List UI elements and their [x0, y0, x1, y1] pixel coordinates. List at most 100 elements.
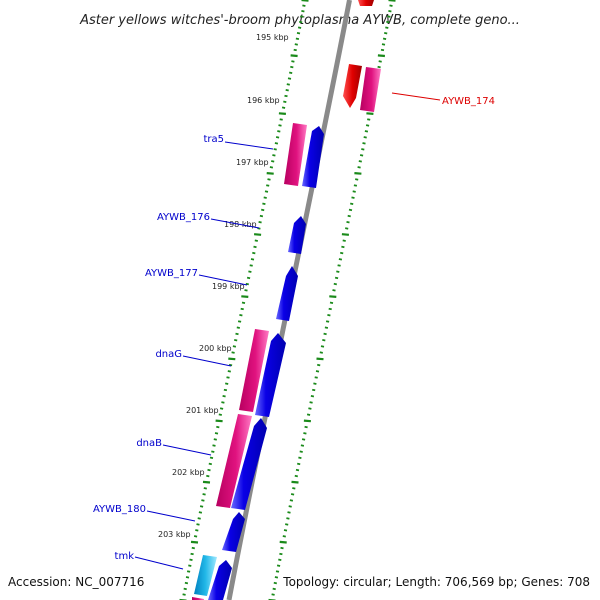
forward-track-tick — [249, 264, 253, 267]
gene-label-aywb-176[interactable]: AYWB_176 — [157, 212, 210, 223]
reverse-track-tick — [286, 517, 290, 520]
forward-track-tick — [295, 37, 300, 40]
forward-track-tick — [190, 552, 194, 556]
gene-dnaG-pink[interactable] — [239, 329, 269, 412]
reverse-track-tick — [306, 413, 311, 416]
reverse-track-tick — [279, 540, 287, 544]
forward-track-tick — [208, 462, 212, 466]
reverse-strand-genes — [343, 0, 381, 112]
forward-track-tick — [246, 276, 251, 280]
gene-label-tra5[interactable]: tra5 — [203, 134, 224, 145]
label-leaders — [134, 92, 441, 570]
forward-track-tick — [285, 89, 289, 92]
reverse-track-tick — [285, 523, 289, 526]
reverse-track-tick — [291, 480, 299, 484]
reverse-track-tick — [340, 251, 344, 255]
reverse-track-tick — [377, 65, 381, 69]
gene-reverse-red-top[interactable] — [358, 0, 374, 6]
reverse-track-tick — [333, 282, 337, 286]
leader-tra5 — [224, 141, 274, 150]
reverse-track-tick — [276, 564, 281, 567]
forward-track-tick — [228, 357, 236, 361]
gene-aywb-180[interactable] — [222, 512, 245, 552]
forward-track-tick — [269, 166, 274, 169]
gene-labels: tra5 AYWB_176 AYWB_177 dnaG dnaB AYWB_18… — [93, 96, 495, 562]
gene-label-dnaG[interactable]: dnaG — [155, 349, 182, 360]
forward-track-tick — [286, 83, 290, 86]
reverse-track-tick — [357, 166, 361, 169]
gene-dnaB-pink[interactable] — [216, 414, 252, 508]
ruler-label-203: 203 kbp — [158, 530, 191, 539]
reverse-track-tick — [275, 570, 280, 573]
gene-label-aywb-174[interactable]: AYWB_174 — [442, 96, 495, 107]
forward-track-tick — [216, 425, 220, 429]
gene-aywb-174-red[interactable] — [343, 64, 362, 108]
reverse-track-tick — [388, 10, 392, 13]
reverse-track-tick — [337, 264, 341, 267]
reverse-track-tick — [323, 332, 327, 336]
forward-track-tick — [198, 511, 203, 514]
ruler-label-201: 201 kbp — [186, 406, 219, 415]
forward-track-tick — [290, 65, 294, 69]
gene-tmk[interactable] — [194, 555, 217, 596]
forward-track-tick — [261, 208, 265, 212]
forward-track-tick — [222, 395, 226, 398]
forward-track-tick — [241, 295, 249, 298]
ruler-label-196: 196 kbp — [247, 96, 280, 105]
gene-aywb-176[interactable] — [288, 216, 306, 254]
reverse-track-tick — [301, 438, 306, 441]
reverse-track-tick — [381, 43, 386, 46]
gene-dnaB-blue[interactable] — [231, 418, 267, 510]
leader-aywb-176 — [210, 218, 260, 229]
ruler-label-195: 195 kbp — [256, 33, 289, 42]
forward-track-tick — [231, 351, 235, 354]
forward-track-tick — [291, 60, 295, 63]
gene-label-dnaB[interactable]: dnaB — [136, 438, 162, 449]
gene-dnaG-blue[interactable] — [255, 333, 286, 417]
gene-tra5-pink[interactable] — [284, 123, 307, 186]
gene-aywb-177[interactable] — [276, 266, 298, 321]
forward-track-tick — [301, 10, 305, 13]
ruler-labels: 195 kbp 196 kbp 197 kbp 198 kbp 199 kbp … — [158, 33, 289, 539]
forward-track-tick — [271, 160, 275, 163]
reverse-track-tick — [353, 184, 358, 187]
reverse-track-tick — [271, 593, 275, 596]
forward-track-tick — [290, 54, 298, 58]
forward-track-tick — [190, 540, 199, 544]
gene-tra5-blue[interactable] — [302, 126, 324, 188]
forward-track-tick — [278, 124, 282, 127]
gene-label-aywb-180[interactable]: AYWB_180 — [93, 504, 146, 515]
forward-track-tick — [302, 4, 306, 7]
forward-track-tick — [277, 130, 281, 133]
forward-track-tick — [212, 444, 216, 447]
map-title: Aster yellows witches'-broom phytoplasma… — [79, 13, 520, 28]
forward-track-tick — [274, 142, 279, 145]
forward-track-tick — [199, 505, 204, 508]
reverse-track-tick — [282, 535, 286, 538]
forward-track-tick — [281, 106, 286, 109]
forward-track-tick — [287, 77, 292, 80]
gene-bottom-pink[interactable] — [192, 597, 204, 600]
gene-after-tmk[interactable] — [208, 560, 232, 600]
reverse-track-tick — [345, 227, 349, 230]
gene-aywb-174-pink[interactable] — [360, 67, 381, 112]
forward-track-tick — [250, 258, 255, 261]
reverse-track-tick — [338, 258, 343, 261]
forward-track-tick — [279, 118, 283, 121]
leader-dnaG — [182, 355, 232, 367]
gene-label-aywb-177[interactable]: AYWB_177 — [145, 268, 198, 279]
reverse-track-tick — [350, 202, 354, 205]
ruler-label-202: 202 kbp — [172, 468, 205, 477]
gene-label-tmk[interactable]: tmk — [115, 551, 135, 562]
reverse-track-tick — [294, 474, 298, 478]
forward-track-tick — [209, 456, 214, 459]
leader-aywb-180 — [146, 510, 196, 522]
reverse-track-tick — [363, 136, 367, 139]
forward-track-tick — [273, 148, 277, 151]
reverse-track-tick — [272, 587, 276, 591]
reverse-track-tick — [358, 160, 362, 163]
ruler-label-200: 200 kbp — [199, 344, 232, 353]
forward-track-tick — [225, 382, 229, 385]
reverse-track-tick — [304, 425, 308, 429]
forward-track-tick — [219, 407, 224, 410]
